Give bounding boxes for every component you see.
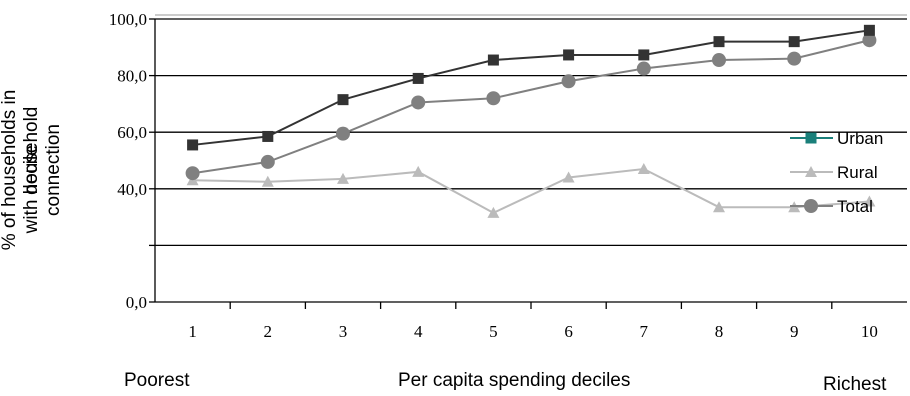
legend-rural-label: Rural — [837, 163, 878, 182]
x-tick-label: 5 — [489, 322, 498, 341]
total-marker — [862, 33, 877, 48]
richest-label: Richest — [823, 374, 887, 395]
x-tick-label: 9 — [790, 322, 799, 341]
gridlines — [155, 18, 907, 247]
y-tick-label: 100,0 — [109, 10, 147, 29]
y-tick-labels: 0,0 40,0 60,0 80,0 100,0 — [109, 10, 147, 312]
series-group — [185, 24, 877, 218]
legend-total-marker — [804, 199, 818, 213]
total-marker — [636, 61, 651, 76]
urban-marker — [187, 139, 199, 151]
legend-rural-marker — [805, 166, 817, 177]
legend-urban-marker — [805, 132, 817, 144]
rural-marker — [863, 195, 876, 207]
urban-line — [192, 29, 870, 146]
y-tick-label: 0,0 — [126, 293, 147, 312]
urban-marker — [262, 130, 274, 142]
total-marker — [336, 126, 350, 141]
urban-marker — [863, 24, 875, 36]
legend-total-label: Total — [837, 197, 873, 216]
y-tick-label: 40,0 — [117, 180, 147, 199]
x-tick-label: 10 — [861, 322, 878, 341]
x-tick-label: 2 — [264, 322, 273, 341]
axes — [149, 14, 907, 309]
legend-urban-label: Urban — [837, 129, 883, 148]
rural-marker — [337, 172, 349, 184]
urban-marker — [638, 49, 650, 61]
total-marker — [787, 51, 802, 66]
total-marker — [712, 53, 726, 68]
total-line — [192, 39, 870, 175]
x-tick-label: 3 — [339, 322, 348, 341]
poorest-label: Poorest — [124, 370, 190, 391]
legend: Urban Rural Total — [790, 129, 883, 216]
x-tick-label: 6 — [564, 322, 573, 341]
total-marker — [486, 91, 501, 106]
rural-marker — [713, 201, 725, 213]
total-marker — [185, 166, 200, 181]
urban-marker — [487, 54, 499, 66]
x-tick-label: 7 — [640, 322, 649, 341]
urban-marker — [563, 49, 575, 61]
x-tick-label: 4 — [414, 322, 423, 341]
urban-marker — [713, 36, 725, 48]
y-tick-label: 80,0 — [117, 67, 147, 86]
total-marker — [411, 95, 426, 110]
urban-marker — [337, 94, 349, 106]
rural-marker — [412, 165, 425, 177]
rural-marker — [562, 171, 575, 183]
y-axis-label-line2: with household connection — [21, 106, 64, 234]
rural-marker — [261, 175, 274, 187]
x-tick-labels: 1 2 3 4 5 6 7 8 9 10 — [188, 322, 878, 341]
total-marker — [260, 154, 275, 169]
rural-line — [192, 167, 870, 214]
rural-marker — [637, 162, 650, 174]
urban-marker — [788, 36, 800, 48]
x-tick-label: 8 — [715, 322, 724, 341]
y-tick-label: 60,0 — [117, 123, 147, 142]
x-tick-label: 1 — [188, 322, 197, 341]
urban-marker — [412, 72, 424, 84]
x-axis-label: Per capita spending deciles — [398, 370, 631, 391]
rural-marker — [487, 206, 500, 218]
total-marker — [561, 74, 576, 89]
